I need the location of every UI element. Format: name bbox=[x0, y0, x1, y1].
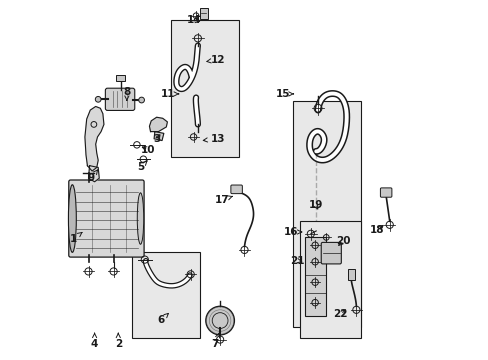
Text: 18: 18 bbox=[369, 225, 384, 235]
FancyBboxPatch shape bbox=[230, 185, 242, 194]
Text: 15: 15 bbox=[275, 89, 293, 99]
Text: 21: 21 bbox=[290, 256, 304, 266]
Bar bbox=[300, 221, 360, 338]
FancyBboxPatch shape bbox=[69, 180, 144, 257]
Circle shape bbox=[95, 96, 101, 102]
Bar bbox=[348, 269, 354, 280]
Text: 3: 3 bbox=[153, 134, 161, 144]
Text: 16: 16 bbox=[284, 227, 301, 237]
Text: 1: 1 bbox=[69, 233, 82, 244]
Text: 9: 9 bbox=[87, 170, 98, 183]
Text: 6: 6 bbox=[157, 314, 168, 325]
Text: 22: 22 bbox=[333, 310, 347, 319]
Text: 14: 14 bbox=[186, 15, 201, 26]
Text: 11: 11 bbox=[161, 89, 178, 99]
Text: 4: 4 bbox=[91, 333, 98, 349]
Polygon shape bbox=[88, 166, 99, 182]
FancyBboxPatch shape bbox=[380, 188, 391, 197]
FancyBboxPatch shape bbox=[321, 242, 341, 264]
Text: 17: 17 bbox=[215, 195, 232, 205]
Polygon shape bbox=[149, 117, 167, 132]
Text: 2: 2 bbox=[114, 333, 122, 349]
Text: 10: 10 bbox=[141, 144, 155, 154]
Bar bbox=[199, 8, 207, 19]
Ellipse shape bbox=[137, 193, 143, 244]
Text: 13: 13 bbox=[203, 134, 224, 144]
Bar bbox=[304, 237, 325, 316]
Text: 19: 19 bbox=[308, 200, 322, 210]
Bar bbox=[131, 252, 199, 338]
Bar bbox=[292, 101, 360, 327]
Circle shape bbox=[139, 97, 144, 103]
Ellipse shape bbox=[68, 185, 76, 252]
Circle shape bbox=[205, 306, 234, 335]
Text: 7: 7 bbox=[211, 333, 219, 349]
FancyBboxPatch shape bbox=[105, 88, 135, 111]
Text: 8: 8 bbox=[123, 87, 130, 100]
Polygon shape bbox=[154, 132, 163, 140]
Text: 12: 12 bbox=[206, 55, 224, 65]
Bar bbox=[116, 75, 125, 81]
Text: 20: 20 bbox=[335, 236, 349, 246]
Text: 5: 5 bbox=[137, 161, 147, 172]
Bar bbox=[171, 21, 239, 157]
Polygon shape bbox=[85, 107, 104, 171]
